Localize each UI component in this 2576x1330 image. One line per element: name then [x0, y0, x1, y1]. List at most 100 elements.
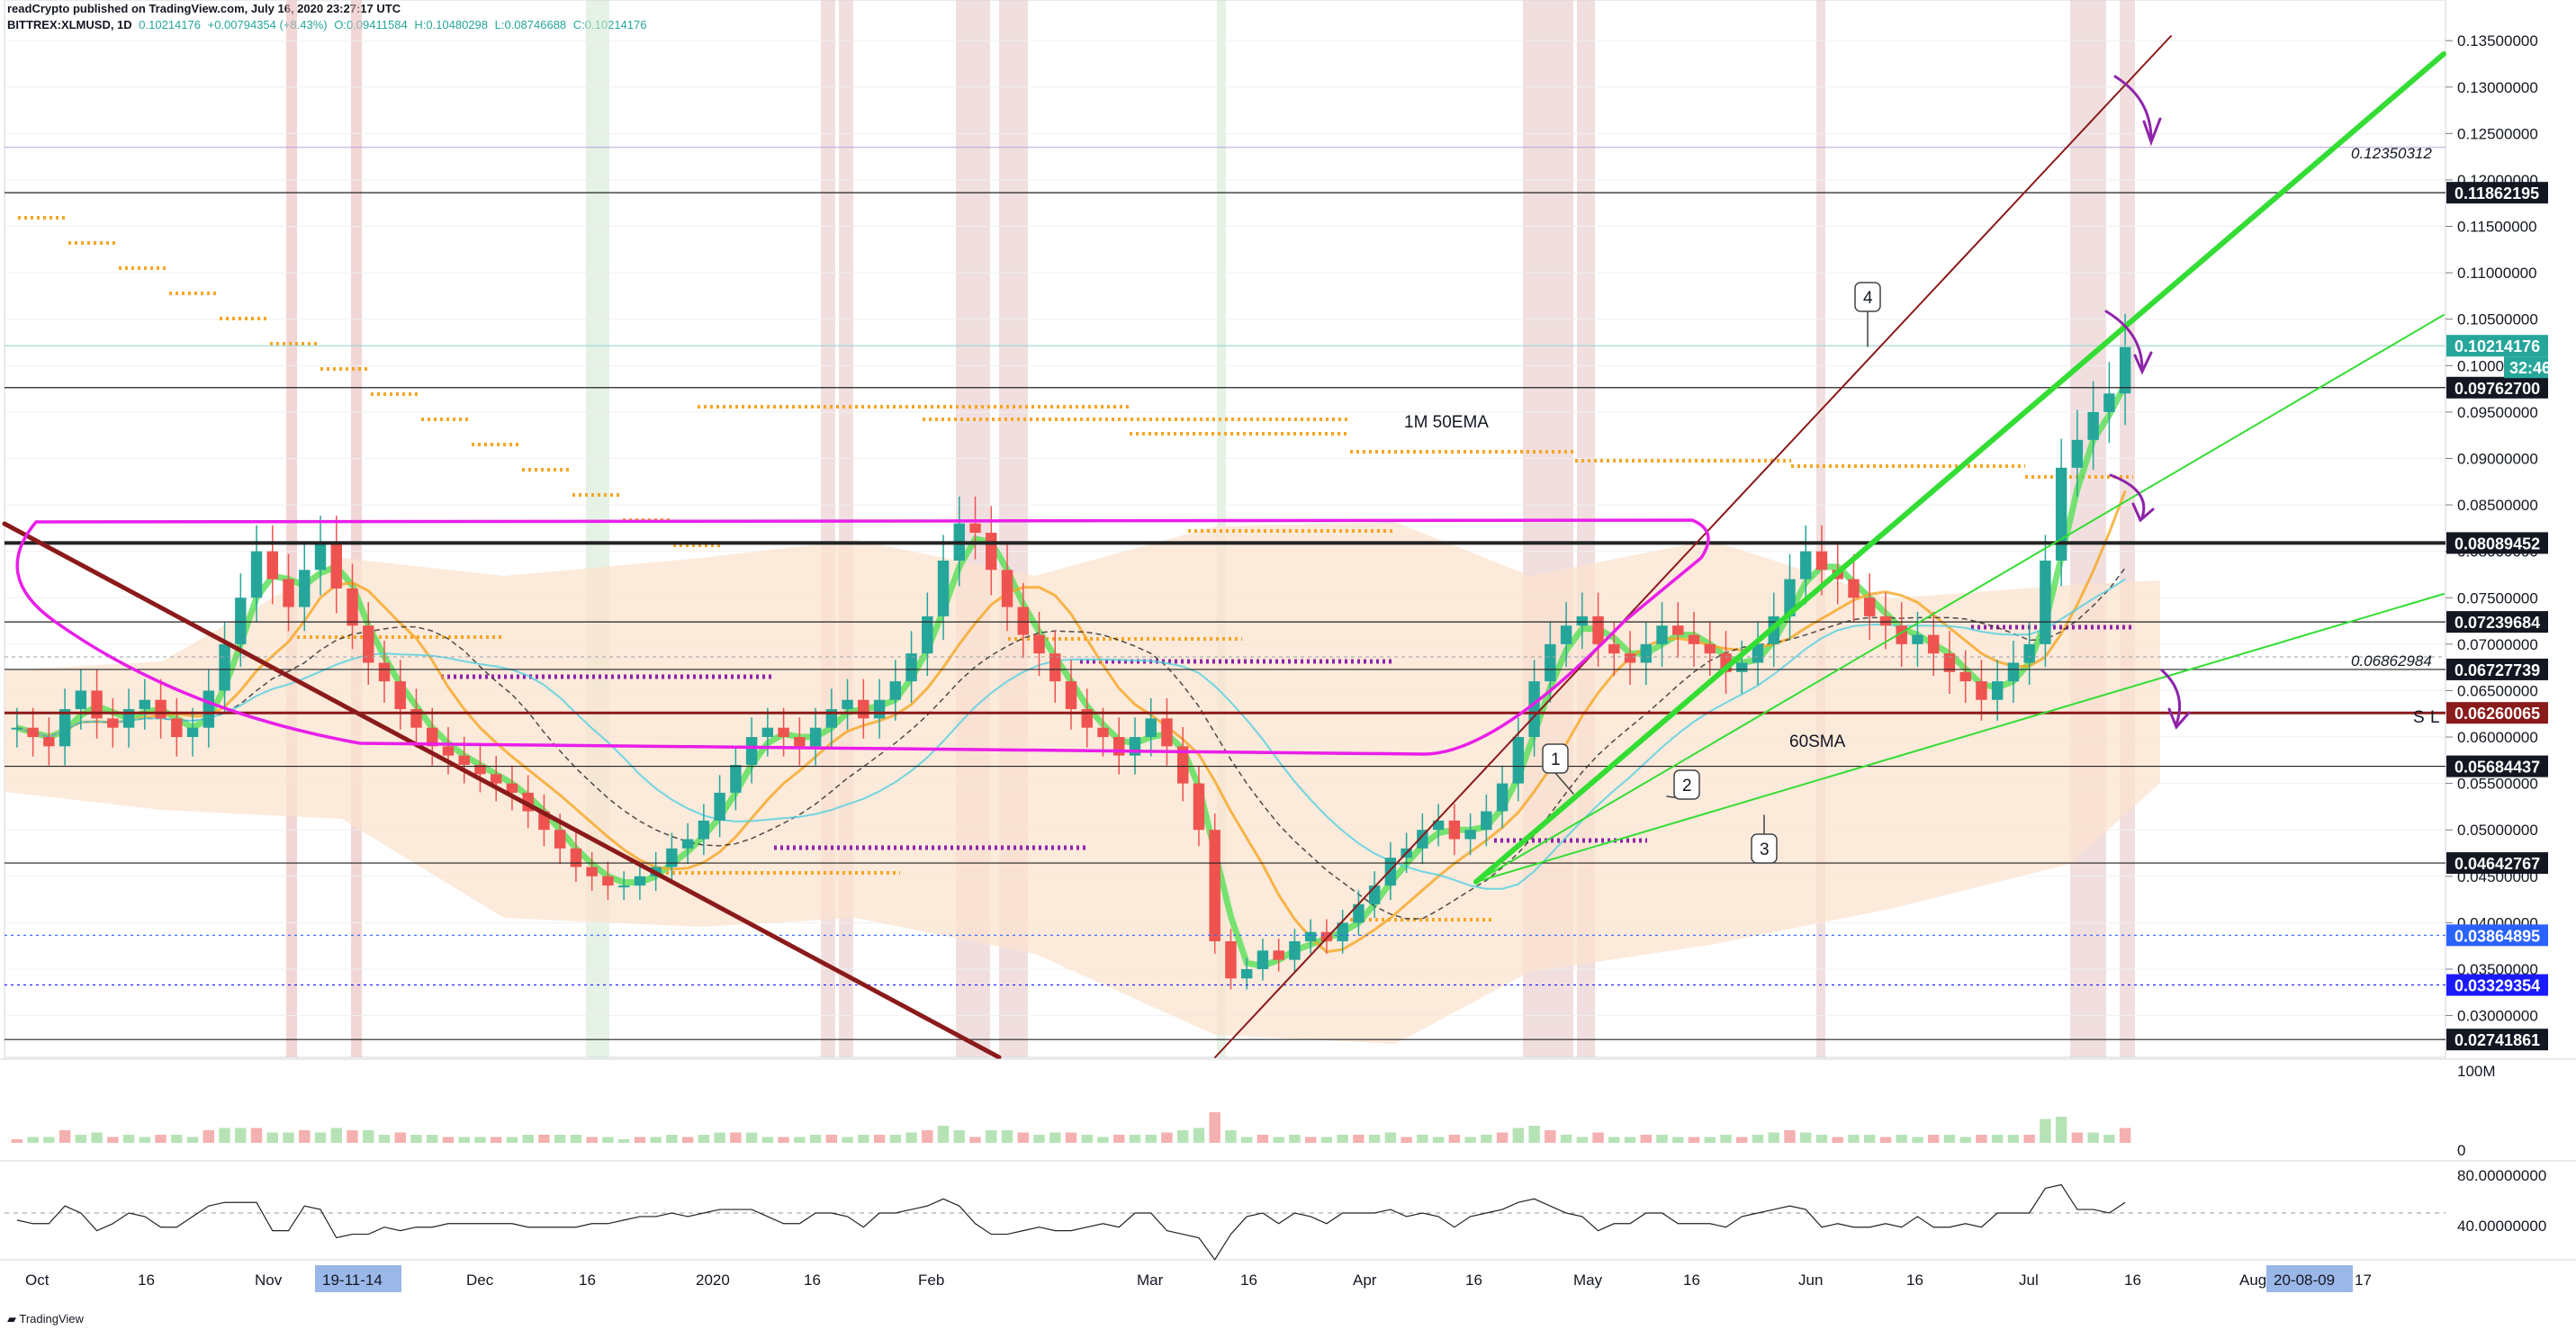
volume-bar: [1417, 1135, 1428, 1143]
callout-box: [1854, 282, 1881, 312]
volume-bar: [442, 1137, 455, 1143]
x-tick-label: 16: [1240, 1272, 1257, 1289]
candle-body: [1927, 634, 1940, 654]
candle-body: [922, 616, 933, 654]
candle-body: [2023, 643, 2035, 663]
x-tick-label: Nov: [255, 1272, 283, 1289]
price-tag: [2446, 376, 2548, 399]
publisher-line: readCrypto published on TradingView.com,…: [7, 2, 401, 15]
volume-bar: [1065, 1132, 1077, 1143]
volume-bar: [1976, 1135, 1987, 1143]
candle-body: [1448, 820, 1461, 840]
price-tag: [2446, 658, 2548, 680]
x-tick-label: 16: [579, 1272, 596, 1289]
candle-body: [11, 727, 23, 730]
y-tick-label: 0.12500000: [2457, 125, 2538, 142]
x-tick-label: 16: [138, 1272, 155, 1289]
candle-body: [1273, 950, 1284, 960]
trendline-3: [1475, 593, 2445, 883]
price-tag-label: 0.06727739: [2454, 661, 2540, 679]
candle-body: [1528, 681, 1540, 738]
volume-bar: [1225, 1130, 1237, 1143]
candle-body: [570, 848, 582, 867]
volume-bar: [1384, 1132, 1397, 1143]
volume-bar: [490, 1137, 502, 1143]
volume-bar: [1800, 1132, 1812, 1143]
volume-bar: [937, 1126, 950, 1143]
volume-bar: [474, 1137, 486, 1143]
volume-bar: [1752, 1135, 1764, 1143]
candle-body: [794, 737, 806, 747]
candle-body: [394, 681, 406, 710]
price-tag-label: 0.04642767: [2454, 855, 2540, 873]
volume-bar: [2087, 1132, 2099, 1143]
volume-bar: [1177, 1130, 1189, 1143]
volume-bar: [283, 1132, 294, 1143]
volume-bar: [1608, 1137, 1620, 1143]
volume-bar: [873, 1135, 886, 1143]
volume-bar: [1736, 1137, 1748, 1143]
volume-bar: [586, 1137, 598, 1143]
volume-bar: [570, 1135, 582, 1143]
symbol-label: BITTREX:XLMUSD, 1D: [7, 18, 132, 31]
callout-label: 4: [1863, 289, 1873, 308]
candle-body: [745, 737, 758, 765]
rsi-axis-label: 40.00000000: [2457, 1218, 2546, 1235]
volume-bar: [922, 1130, 933, 1143]
x-tick-label: Feb: [918, 1272, 944, 1289]
x-tick-label: Aug: [2239, 1272, 2266, 1289]
price-tag-label: 0.03329354: [2454, 977, 2540, 995]
volume-bar: [538, 1135, 550, 1143]
monthly-ema-label: 1M 50EMA: [1404, 413, 1489, 432]
volume-bar: [330, 1128, 342, 1143]
candle-body: [1815, 551, 1828, 571]
price-tag-label: 0.08089452: [2454, 535, 2540, 553]
y-tick-label: 0.05500000: [2457, 776, 2538, 793]
candle-body: [1481, 811, 1492, 831]
candle-body: [155, 699, 167, 719]
volume-bar: [59, 1130, 71, 1143]
volume-bar: [1145, 1135, 1157, 1143]
candle-body: [1496, 783, 1509, 812]
candle-body: [1417, 830, 1428, 849]
candle-body: [1800, 551, 1812, 580]
volume-bar: [1097, 1137, 1109, 1143]
volume-bar: [1448, 1135, 1461, 1143]
candle-body: [107, 718, 119, 728]
stop-label: S: [2413, 708, 2425, 727]
price-tag-label: 0.02741861: [2454, 1031, 2540, 1049]
y-tick-label: 0.10500000: [2457, 311, 2538, 328]
candle-body: [139, 699, 151, 710]
volume-bar: [427, 1135, 438, 1143]
volume-bar: [1240, 1137, 1253, 1143]
volume-bar: [186, 1137, 199, 1143]
level-annotation: 0.12350312: [2351, 145, 2432, 162]
volume-bar: [299, 1130, 311, 1143]
volume-bar: [953, 1130, 965, 1143]
callout-box: [1673, 769, 1700, 800]
candle-body: [2055, 467, 2067, 561]
volume-bar: [905, 1132, 917, 1143]
volume-bar: [1592, 1132, 1604, 1143]
candle-body: [1001, 570, 1013, 607]
volume-bar: [347, 1130, 358, 1143]
volume-bar: [107, 1137, 119, 1143]
candle-body: [1289, 941, 1301, 960]
candle-body: [554, 830, 566, 849]
price-tag: [2446, 1029, 2548, 1051]
session-band: [2070, 0, 2106, 1057]
candle-body: [1912, 634, 1923, 644]
volume-bar: [825, 1135, 838, 1143]
candle-body: [778, 727, 789, 738]
session-band: [2120, 0, 2135, 1057]
candle-body: [203, 690, 215, 728]
price-tag-label: 0.11862195: [2454, 184, 2539, 202]
candle-body: [1177, 746, 1189, 784]
volume-bar: [1081, 1135, 1093, 1143]
candle-body: [27, 727, 39, 738]
x-tick-label: 17: [2355, 1272, 2372, 1289]
volume-bar: [410, 1135, 422, 1143]
candle-body: [1959, 671, 1971, 682]
candle-body: [442, 746, 455, 756]
